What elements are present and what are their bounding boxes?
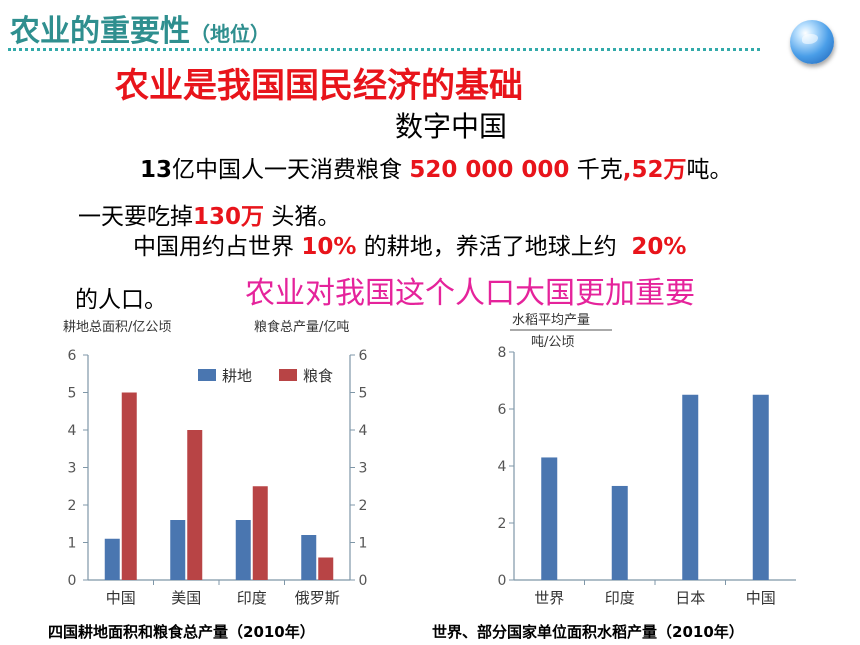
fact-text: 中国用约占世界 <box>133 234 294 260</box>
y-tick-label: 4 <box>498 459 507 475</box>
fact-line-2: 一天要吃掉130万 头猪。 <box>78 197 340 231</box>
x-tick-label: 印度 <box>605 589 635 607</box>
y-axis-right-label: 粮食总产量/亿吨 <box>254 319 349 335</box>
x-tick-label: 美国 <box>171 589 201 607</box>
bar-粮食-美国 <box>187 430 203 580</box>
fact-text: 亿中国人一天消费粮食 <box>172 157 403 183</box>
y-tick-label-left: 1 <box>68 536 77 552</box>
y-tick-label-left: 2 <box>68 498 77 514</box>
bar-粮食-俄罗斯 <box>318 557 334 580</box>
title-divider <box>8 48 760 51</box>
fact-number: 13 <box>140 157 173 183</box>
chart1-caption: 四国耕地面积和粮食总产量（2010年） <box>48 623 315 641</box>
y-tick-label: 0 <box>498 573 507 589</box>
y-tick-label-right: 1 <box>359 536 368 552</box>
y-axis-label-bottom: 吨/公顷 <box>531 335 574 350</box>
y-tick-label-left: 4 <box>68 423 77 439</box>
y-tick-label-left: 0 <box>68 573 77 589</box>
y-tick-label-left: 6 <box>68 348 77 364</box>
y-tick-label-right: 3 <box>359 461 368 477</box>
y-tick-label-right: 0 <box>359 573 368 589</box>
fact-line-1: 13亿中国人一天消费粮食 520 000 000 千克,52万吨。 <box>140 157 733 183</box>
legend-swatch-grain <box>279 369 297 381</box>
fact-text: 一天要吃掉 <box>78 204 193 230</box>
y-tick-label-right: 4 <box>359 423 368 439</box>
bar-耕地-美国 <box>170 520 186 580</box>
fact-highlight: 130 <box>193 204 242 230</box>
y-tick-label: 2 <box>498 516 507 532</box>
bar-耕地-印度 <box>235 520 251 580</box>
fact-text: 千克 <box>576 157 623 183</box>
y-tick-label-right: 5 <box>359 386 368 402</box>
legend-label-grain: 粮食 <box>303 367 333 385</box>
bar-rice-世界 <box>541 457 558 580</box>
emphasis-statement: 农业对我国这个人口大国更加重要 <box>245 276 695 311</box>
chart2-caption: 世界、部分国家单位面积水稻产量（2010年） <box>432 623 744 641</box>
y-tick-label-left: 5 <box>68 386 77 402</box>
bar-耕地-中国 <box>104 538 120 580</box>
fact-highlight: 万 <box>241 204 265 230</box>
x-tick-label: 世界 <box>534 589 564 607</box>
y-tick-label-right: 2 <box>359 498 368 514</box>
x-tick-label: 日本 <box>675 589 705 607</box>
y-axis-label-top: 水稻平均产量 <box>512 313 590 328</box>
fact-highlight: 10% <box>301 234 357 260</box>
fact-text: 吨。 <box>686 157 733 183</box>
fact-line-4: 的人口。 <box>75 287 167 313</box>
page-title: 农业的重要性（地位） <box>10 14 270 49</box>
bar-粮食-中国 <box>121 392 137 580</box>
y-tick-label: 8 <box>498 345 507 361</box>
fact-line-3: 中国用约占世界 10% 的耕地，养活了地球上约 20% <box>133 227 686 261</box>
fact-text: 头猪。 <box>271 204 341 230</box>
fact-text: 的耕地，养活了地球上约 <box>363 234 617 260</box>
fact-highlight: 520 000 000 <box>409 157 570 183</box>
fact-highlight: 万 <box>663 157 687 183</box>
y-tick-label: 6 <box>498 402 507 418</box>
bar-rice-中国 <box>752 394 769 580</box>
bar-rice-日本 <box>682 394 699 580</box>
x-tick-label: 俄罗斯 <box>295 589 340 607</box>
x-tick-label: 中国 <box>106 589 136 607</box>
bar-rice-印度 <box>611 485 628 580</box>
fact-highlight: 52 <box>631 157 664 183</box>
legend-label-land: 耕地 <box>222 367 252 385</box>
globe-icon <box>790 20 834 64</box>
y-tick-label-right: 6 <box>359 348 368 364</box>
x-tick-label: 中国 <box>746 589 776 607</box>
y-tick-label-left: 3 <box>68 461 77 477</box>
legend-swatch-land <box>198 369 216 381</box>
y-axis-left-label: 耕地总面积/亿公顷 <box>63 319 171 335</box>
section-heading: 数字中国 <box>395 110 508 143</box>
fact-highlight: 20% <box>631 234 687 260</box>
bar-耕地-俄罗斯 <box>301 535 317 580</box>
page-subtitle: （地位） <box>190 22 270 46</box>
headline: 农业是我国国民经济的基础 <box>115 66 523 106</box>
bar-粮食-印度 <box>252 486 268 580</box>
x-tick-label: 印度 <box>237 589 267 607</box>
